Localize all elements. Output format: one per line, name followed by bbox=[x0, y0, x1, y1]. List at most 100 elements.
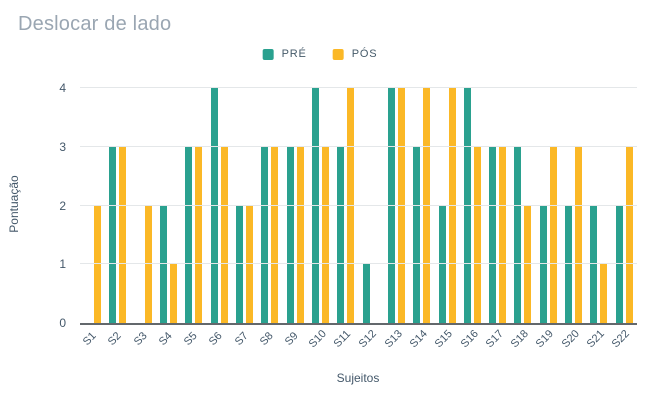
bar-group-S7 bbox=[232, 88, 257, 323]
x-tick-label: S22 bbox=[610, 327, 633, 351]
bar-group-S8 bbox=[257, 88, 282, 323]
bar-pós-S3 bbox=[144, 205, 152, 323]
bar-group-S4 bbox=[156, 88, 181, 323]
bar-pré-S13 bbox=[387, 88, 395, 323]
bar-pré-S15 bbox=[438, 205, 446, 323]
bar-pós-S21 bbox=[600, 264, 608, 323]
bar-pré-S6 bbox=[210, 88, 218, 323]
y-tick-label: 0 bbox=[59, 316, 66, 330]
bar-pré-S8 bbox=[261, 146, 269, 323]
bar-pré-S21 bbox=[590, 205, 598, 323]
bar-group-S2 bbox=[105, 88, 130, 323]
x-tick-S20: S20 bbox=[559, 327, 586, 350]
x-tick-S2: S2 bbox=[105, 327, 130, 348]
x-tick-label: S20 bbox=[559, 327, 582, 351]
bar-pós-S11 bbox=[347, 88, 355, 323]
legend-item-pre: PRÉ bbox=[262, 48, 307, 60]
legend-swatch-pre bbox=[262, 48, 274, 60]
x-tick-label: S16 bbox=[458, 327, 481, 351]
gridline bbox=[80, 263, 637, 265]
x-tick-S3: S3 bbox=[131, 327, 156, 348]
bar-group-S3 bbox=[131, 88, 156, 323]
bar-group-S22 bbox=[612, 88, 637, 323]
x-tick-S14: S14 bbox=[408, 327, 434, 350]
bar-group-S12 bbox=[358, 88, 383, 323]
bar-group-S21 bbox=[586, 88, 611, 323]
bar-pós-S20 bbox=[575, 146, 583, 323]
bar-pré-S9 bbox=[286, 146, 294, 323]
legend-swatch-pos bbox=[332, 48, 344, 60]
bar-pós-S5 bbox=[195, 146, 203, 323]
x-tick-label: S12 bbox=[356, 327, 380, 351]
gridline bbox=[80, 87, 637, 88]
x-tick-label: S7 bbox=[232, 329, 251, 349]
bar-pós-S18 bbox=[524, 205, 532, 323]
x-axis-title: Sujeitos bbox=[336, 371, 380, 385]
bar-pós-S7 bbox=[246, 205, 254, 323]
bar-group-S1 bbox=[80, 88, 105, 323]
bar-pós-S10 bbox=[321, 146, 329, 323]
bar-pós-S15 bbox=[448, 88, 456, 323]
bar-pré-S4 bbox=[160, 205, 168, 323]
x-tick-S15: S15 bbox=[433, 327, 459, 350]
bar-group-S6 bbox=[207, 88, 232, 323]
bar-group-S5 bbox=[181, 88, 206, 323]
y-tick-label: 4 bbox=[59, 81, 66, 95]
x-tick-label: S1 bbox=[80, 329, 99, 349]
x-tick-S8: S8 bbox=[257, 327, 282, 348]
legend-item-pos: PÓS bbox=[332, 48, 378, 60]
legend: PRÉ PÓS bbox=[262, 48, 378, 60]
bar-pré-S20 bbox=[565, 205, 573, 323]
x-tick-S18: S18 bbox=[509, 327, 535, 350]
bar-pré-S12 bbox=[362, 264, 370, 323]
bar-pós-S19 bbox=[549, 146, 557, 323]
bar-pré-S2 bbox=[109, 146, 117, 323]
x-tick-S5: S5 bbox=[181, 327, 206, 348]
bar-pré-S16 bbox=[463, 88, 471, 323]
legend-label-pre: PRÉ bbox=[281, 48, 307, 60]
x-tick-S4: S4 bbox=[156, 327, 181, 348]
bar-group-S11 bbox=[333, 88, 358, 323]
x-tick-label: S15 bbox=[432, 327, 456, 351]
x-tick-label: S19 bbox=[534, 327, 557, 351]
x-tick-label: S9 bbox=[283, 329, 302, 349]
x-tick-S19: S19 bbox=[534, 327, 561, 350]
plot-area bbox=[80, 87, 637, 325]
bar-pós-S2 bbox=[119, 146, 127, 323]
bar-pré-S19 bbox=[539, 205, 547, 323]
y-tick-label: 3 bbox=[59, 139, 66, 154]
bar-pré-S10 bbox=[311, 88, 319, 323]
x-tick-label: S13 bbox=[382, 327, 405, 351]
y-tick-label: 2 bbox=[59, 198, 66, 213]
bar-group-S14 bbox=[409, 88, 434, 323]
bar-group-S13 bbox=[384, 88, 409, 323]
x-tick-S17: S17 bbox=[484, 327, 510, 350]
bars-layer bbox=[80, 88, 637, 323]
x-tick-S1: S1 bbox=[80, 327, 105, 348]
x-tick-label: S21 bbox=[584, 327, 608, 351]
bar-group-S16 bbox=[460, 88, 485, 323]
bar-pós-S22 bbox=[625, 146, 633, 323]
gridline bbox=[80, 145, 637, 147]
y-tick-label: 1 bbox=[59, 257, 66, 272]
x-tick-S12: S12 bbox=[357, 327, 383, 350]
x-tick-label: S18 bbox=[508, 327, 532, 351]
bar-pós-S4 bbox=[170, 264, 178, 323]
bar-pré-S14 bbox=[413, 146, 421, 323]
bar-pós-S13 bbox=[397, 88, 405, 323]
x-tick-label: S17 bbox=[483, 327, 506, 351]
bar-pós-S9 bbox=[296, 146, 304, 323]
bar-pré-S18 bbox=[514, 146, 522, 323]
x-tick-label: S3 bbox=[131, 329, 150, 349]
bar-group-S15 bbox=[434, 88, 459, 323]
bar-pós-S8 bbox=[271, 146, 279, 323]
bar-pré-S17 bbox=[489, 146, 497, 323]
y-axis-ticks: 0 1 2 3 4 bbox=[0, 82, 73, 329]
bar-pré-S5 bbox=[185, 146, 193, 323]
bar-group-S10 bbox=[308, 88, 333, 323]
x-tick-S6: S6 bbox=[207, 327, 232, 348]
x-tick-label: S11 bbox=[331, 328, 354, 350]
legend-label-pos: PÓS bbox=[351, 48, 378, 60]
bar-pós-S16 bbox=[473, 146, 481, 323]
